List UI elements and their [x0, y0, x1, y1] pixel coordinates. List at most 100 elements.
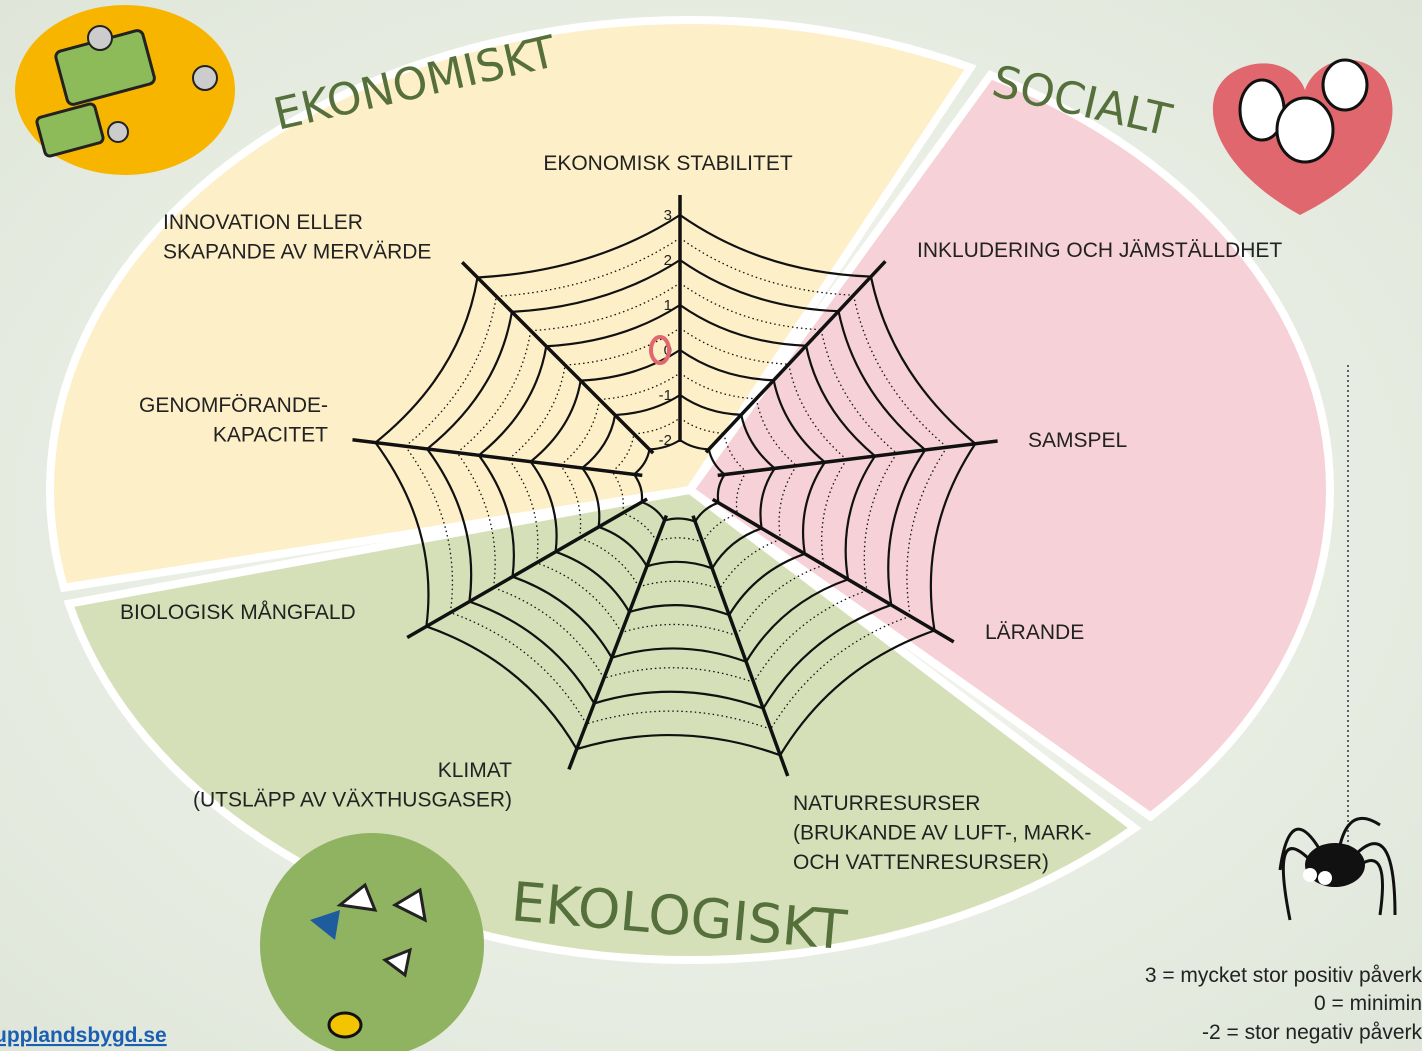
- web-thread-dotted: [586, 710, 771, 730]
- web-thread: [633, 473, 644, 503]
- web-thread-dotted: [702, 513, 738, 543]
- web-thread-dotted: [456, 330, 532, 454]
- web-thread-dotted: [530, 282, 681, 332]
- web-thread: [555, 550, 631, 613]
- web-thread-dotted: [565, 327, 681, 366]
- web-thread: [477, 214, 681, 279]
- spider-icon: [1278, 365, 1397, 921]
- web-thread: [469, 600, 596, 704]
- web-thread: [546, 304, 681, 348]
- web-thread: [740, 414, 776, 470]
- web-thread: [374, 277, 479, 444]
- axis-label: NATURRESURSER: [793, 792, 980, 815]
- axis-label: INKLUDERING OCH JÄMSTÄLLDHET: [917, 239, 1282, 262]
- web-thread: [745, 578, 849, 663]
- web-spoke: [691, 515, 790, 777]
- web-thread: [529, 380, 582, 463]
- axis-label: (UTSLÄPP AV VÄXTHUSGASER): [193, 789, 512, 812]
- axis-label: KAPACITET: [213, 424, 328, 447]
- web-thread: [529, 461, 558, 552]
- axis-label: OCH VATTENRESURSER): [793, 851, 1049, 874]
- legend-line: 3 = mycket stor positiv påverk: [1145, 964, 1422, 987]
- web-thread-dotted: [603, 667, 754, 684]
- web-spoke: [352, 438, 643, 478]
- web-thread-dotted: [633, 417, 681, 435]
- scale-label: 2: [664, 252, 672, 269]
- web-thread: [679, 394, 742, 416]
- web-thread: [707, 449, 726, 476]
- web-thread: [679, 439, 709, 451]
- web-thread-dotted: [753, 589, 868, 683]
- web-thread: [805, 345, 876, 457]
- web-thread-dotted: [638, 580, 720, 590]
- web-thread-dotted: [621, 623, 737, 637]
- web-thread: [929, 443, 977, 631]
- axis-label: GENOMFÖRANDE-: [139, 394, 328, 417]
- scale-label: 1: [664, 297, 672, 314]
- web-thread-dotted: [852, 295, 948, 448]
- web-thread-dotted: [679, 372, 757, 400]
- web-thread: [611, 647, 747, 663]
- web-thread: [887, 449, 927, 606]
- web-thread: [614, 394, 681, 417]
- web-thread: [581, 414, 617, 469]
- web-spoke: [406, 497, 648, 640]
- axis-label: BIOLOGISK MÅNGFALD: [120, 601, 356, 624]
- axis-label: KLIMAT: [438, 759, 512, 782]
- web-spoke: [717, 439, 998, 478]
- web-thread-dotted: [493, 587, 605, 679]
- web-thread: [759, 467, 776, 529]
- web-thread-dotted: [404, 445, 454, 613]
- web-thread: [512, 575, 613, 659]
- web-thread: [649, 439, 681, 451]
- web-thread-dotted: [679, 417, 724, 434]
- web-thread-dotted: [679, 237, 854, 296]
- web-thread: [679, 304, 807, 347]
- web-thread: [425, 625, 578, 750]
- web-thread: [664, 517, 696, 523]
- web-thread-dotted: [508, 458, 539, 563]
- website-link[interactable]: upplandsbygd.se: [0, 1024, 167, 1047]
- web-thread: [772, 380, 826, 464]
- web-spoke: [704, 260, 887, 454]
- web-thread-dotted: [723, 433, 747, 473]
- web-thread: [646, 560, 713, 570]
- web-thread-dotted: [508, 365, 566, 460]
- web-thread-dotted: [770, 615, 911, 730]
- axis-label: SAMSPEL: [1028, 429, 1127, 452]
- web-thread: [679, 214, 871, 278]
- web-spoke: [711, 497, 955, 644]
- social-sector: [684, 70, 1335, 822]
- web-thread-dotted: [611, 433, 635, 473]
- web-thread: [679, 259, 839, 313]
- web-thread: [762, 603, 892, 710]
- web-thread: [633, 449, 651, 476]
- axis-label: EKONOMISK STABILITET: [543, 152, 792, 175]
- web-thread: [426, 448, 473, 602]
- web-thread: [679, 349, 774, 382]
- axis-label: (BRUKANDE AV LUFT-, MARK-: [793, 822, 1091, 845]
- web-thread: [478, 346, 548, 457]
- web-thread: [694, 501, 719, 523]
- web-thread: [801, 461, 826, 555]
- scale-label: -1: [659, 387, 672, 404]
- web-thread-dotted: [496, 237, 681, 297]
- web-thread: [779, 629, 935, 756]
- scale-label: 3: [664, 207, 672, 224]
- web-thread: [511, 259, 681, 313]
- web-thread: [581, 467, 601, 528]
- web-thread: [716, 473, 726, 503]
- axis-label: SKAPANDE AV MERVÄRDE: [163, 241, 431, 264]
- web-thread: [426, 311, 513, 450]
- zero-highlight: [649, 335, 671, 365]
- people-icon: [1212, 58, 1393, 216]
- web-thread: [728, 552, 806, 616]
- web-thread: [580, 349, 681, 382]
- web-thread: [641, 501, 666, 522]
- web-spoke: [460, 260, 655, 455]
- web-thread: [869, 276, 977, 445]
- web-thread: [374, 441, 430, 627]
- web-spoke: [567, 514, 669, 771]
- web-thread-dotted: [536, 562, 623, 633]
